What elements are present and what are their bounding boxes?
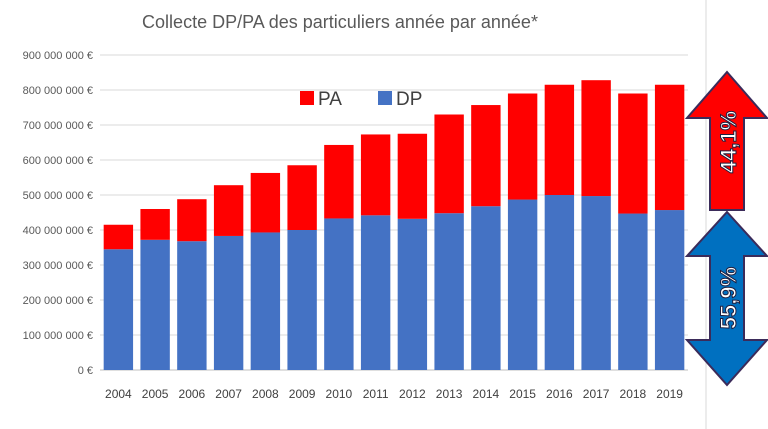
bar-dp-2008 (250, 232, 281, 370)
bar-pa-2018 (618, 93, 648, 214)
legend-label-dp: DP (396, 89, 422, 110)
bar-pa-2011 (360, 134, 391, 216)
bar-dp-2016 (544, 195, 575, 370)
bar-pa-2006 (177, 199, 207, 242)
bar-dp-2006 (177, 241, 207, 370)
y-tick-label: 600 000 000 € (23, 155, 93, 167)
x-tick-label: 2004 (105, 387, 132, 401)
x-tick-label: 2012 (399, 387, 426, 401)
bar-dp-2005 (140, 239, 170, 370)
bar-dp-2013 (434, 213, 464, 370)
y-tick-label: 800 000 000 € (23, 85, 93, 97)
x-tick-label: 2009 (289, 387, 316, 401)
x-tick-label: 2017 (583, 387, 610, 401)
bar-dp-2017 (581, 196, 611, 370)
bar-dp-2015 (507, 199, 538, 370)
bar-pa-2015 (507, 93, 538, 200)
pa-share-label: 44,1% (716, 111, 741, 173)
x-tick-label: 2018 (620, 387, 647, 401)
x-tick-label: 2014 (473, 387, 500, 401)
y-tick-label: 300 000 000 € (23, 260, 93, 272)
bar-pa-2007 (213, 185, 244, 236)
x-tick-label: 2011 (363, 387, 389, 401)
y-tick-label: 0 € (78, 365, 93, 377)
x-tick-label: 2019 (656, 387, 683, 401)
y-tick-label: 100 000 000 € (23, 330, 93, 342)
y-tick-label: 700 000 000 € (23, 120, 93, 132)
x-tick-label: 2005 (142, 387, 169, 401)
bar-pa-2012 (397, 133, 428, 219)
bar-pa-2017 (581, 80, 611, 197)
x-tick-label: 2008 (252, 387, 279, 401)
dp-share-label: 55,9% (716, 267, 741, 329)
bar-pa-2004 (103, 224, 134, 250)
y-tick-label: 500 000 000 € (23, 190, 93, 202)
bar-dp-2004 (103, 249, 134, 370)
bar-pa-2014 (471, 105, 501, 207)
bar-dp-2007 (213, 235, 244, 370)
bar-pa-2016 (544, 84, 575, 195)
chart-title: Collecte DP/PA des particuliers année pa… (142, 12, 538, 32)
bar-pa-2019 (654, 84, 685, 211)
pa-share-arrow: 44,1% (684, 70, 768, 211)
legend-swatch-dp (378, 91, 392, 105)
bar-pa-2005 (140, 209, 170, 240)
bar-pa-2008 (250, 172, 281, 233)
x-tick-label: 2013 (436, 387, 463, 401)
legend-swatch-pa (300, 91, 314, 105)
x-tick-label: 2016 (546, 387, 573, 401)
bar-pa-2013 (434, 114, 464, 214)
y-tick-label: 900 000 000 € (23, 50, 93, 62)
bar-dp-2012 (397, 218, 428, 370)
bar-dp-2014 (471, 206, 501, 370)
y-tick-label: 400 000 000 € (23, 225, 93, 237)
x-tick-label: 2015 (509, 387, 536, 401)
x-tick-label: 2007 (215, 387, 242, 401)
legend-label-pa: PA (318, 89, 342, 110)
double-arrow-icon (684, 210, 768, 387)
bar-pa-2010 (324, 144, 354, 219)
x-tick-label: 2006 (179, 387, 206, 401)
up-arrow-icon (684, 70, 768, 211)
bar-dp-2009 (287, 230, 317, 370)
bar-dp-2018 (618, 213, 648, 370)
bar-dp-2011 (360, 215, 391, 370)
bar-dp-2019 (654, 210, 685, 370)
dp-share-arrow: 55,9% (684, 210, 768, 387)
legend: PA DP (300, 89, 422, 110)
x-tick-label: 2010 (326, 387, 353, 401)
y-tick-label: 200 000 000 € (23, 295, 93, 307)
bar-dp-2010 (324, 218, 354, 370)
bar-pa-2009 (287, 165, 317, 230)
